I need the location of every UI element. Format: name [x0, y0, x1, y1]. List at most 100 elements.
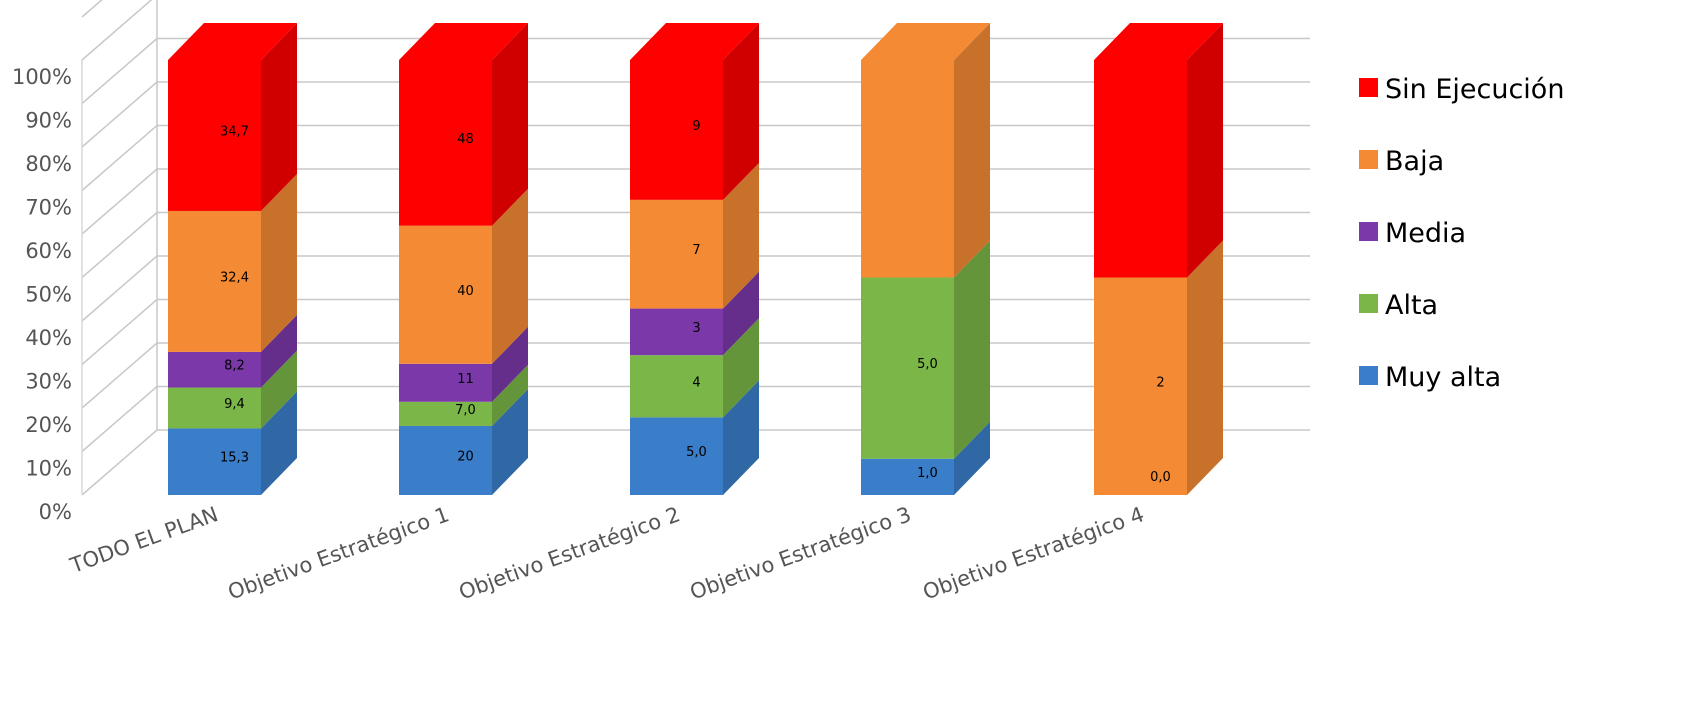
data-label: 34,7: [220, 124, 249, 139]
bar-side-media: [492, 326, 528, 402]
y-tick-label: 50%: [25, 283, 72, 307]
bar-segment-alta: [861, 277, 954, 459]
legend-swatch: [1359, 222, 1378, 241]
data-label: 2: [1156, 375, 1164, 390]
x-tick-label: Objetivo Estratégico 4: [920, 502, 1147, 604]
gridline-depth: [81, 429, 158, 496]
gridline-depth: [81, 342, 158, 409]
y-tick-label: 90%: [25, 109, 72, 133]
bar-side-sin-ejecución: [261, 23, 297, 211]
bar-top: [861, 23, 990, 60]
bar-segment-sin-ejecución: [630, 60, 723, 200]
bar-segment-media: [168, 351, 261, 388]
legend-label: Sin Ejecución: [1385, 74, 1564, 105]
bar-segment-media: [399, 363, 492, 402]
y-tick-label: 20%: [25, 413, 72, 437]
bar-top: [1094, 23, 1223, 60]
bar-top: [399, 23, 528, 60]
bar-segment-baja: [861, 60, 954, 278]
legend-swatch: [1359, 366, 1378, 385]
bar-side-muy-alta: [954, 421, 990, 495]
bar-side-muy-alta: [492, 388, 528, 495]
bar-segment-muy-alta: [168, 428, 261, 495]
y-tick-label: 100%: [12, 65, 72, 89]
bar-side-sin-ejecución: [723, 23, 759, 200]
bar-segment-muy-alta: [861, 458, 954, 495]
bar-side-alta: [723, 318, 759, 418]
data-label: 4: [692, 375, 700, 390]
data-label: 48: [457, 132, 474, 147]
bar-segment-muy-alta: [399, 425, 492, 495]
data-label: 7: [692, 243, 700, 258]
legend-swatch: [1359, 150, 1378, 169]
gridline-depth: [81, 0, 153, 61]
bar-segment-alta: [399, 401, 492, 426]
bar-side-baja: [1187, 240, 1223, 495]
bar-segment-baja: [399, 225, 492, 364]
bar-side-baja: [954, 23, 990, 278]
y-tick-label: 10%: [25, 457, 72, 481]
data-label: 15,3: [220, 451, 249, 466]
legend-label: Baja: [1385, 146, 1444, 177]
gridline-depth: [81, 37, 158, 105]
bar-segment-sin-ejecución: [168, 60, 261, 211]
data-label: 0,0: [1150, 470, 1171, 485]
data-label: 11: [457, 372, 474, 387]
y-tick-label: 30%: [25, 370, 72, 394]
gridline-depth: [81, 81, 158, 148]
legend-swatch: [1359, 294, 1378, 313]
gridline-depth: [81, 124, 158, 192]
data-label: 32,4: [220, 270, 249, 285]
legend-label: Media: [1385, 218, 1466, 249]
bar-top: [630, 23, 759, 60]
legend-swatch: [1359, 78, 1378, 97]
bar-side-sin-ejecución: [492, 23, 528, 226]
bar-side-alta: [954, 240, 990, 459]
data-label: 7,0: [455, 403, 476, 418]
bar-side-alta: [492, 364, 528, 426]
x-tick-label: Objetivo Estratégico 2: [456, 502, 683, 604]
bar-side-sin-ejecución: [1187, 23, 1223, 278]
data-label: 5,0: [686, 445, 707, 460]
legend-label: Alta: [1385, 290, 1438, 321]
bar-segment-media: [630, 308, 723, 356]
bar-side-baja: [492, 188, 528, 364]
x-tick-label: Objetivo Estratégico 1: [225, 502, 452, 604]
bar-segment-muy-alta: [630, 417, 723, 495]
bar-segment-alta: [168, 387, 261, 429]
bar-side-baja: [723, 162, 759, 309]
y-tick-label: 60%: [25, 239, 72, 263]
data-label: 9,4: [224, 397, 245, 412]
bar-segment-baja: [630, 199, 723, 309]
x-tick-label: Objetivo Estratégico 3: [687, 502, 914, 604]
data-label: 9: [692, 119, 700, 134]
bar-side-muy-alta: [723, 380, 759, 495]
data-label: 1,0: [917, 466, 938, 481]
data-label: 8,2: [224, 359, 245, 374]
bar-side-media: [723, 271, 759, 356]
data-label: 40: [457, 284, 474, 299]
bar-segment-alta: [630, 355, 723, 418]
bar-segment-baja: [168, 210, 261, 352]
bar-segment-sin-ejecución: [399, 60, 492, 226]
x-tick-label: TODO EL PLAN: [66, 502, 221, 578]
gridline-depth: [81, 298, 158, 366]
bar-segment-sin-ejecución: [1094, 60, 1187, 278]
gridline-depth: [81, 255, 158, 322]
bar-side-baja: [261, 173, 297, 352]
gridline-depth: [81, 385, 158, 453]
bar-top: [168, 23, 297, 60]
data-label: 20: [457, 449, 474, 464]
bar-side-muy-alta: [261, 391, 297, 495]
gridline-depth: [81, 211, 158, 279]
bar-segment-baja: [1094, 277, 1187, 495]
legend-label: Muy alta: [1385, 362, 1501, 393]
data-label: 3: [692, 321, 700, 336]
gridline-depth: [81, 168, 158, 235]
y-tick-label: 80%: [25, 152, 72, 176]
data-label: 5,0: [917, 357, 938, 372]
bar-side-media: [261, 314, 297, 388]
y-tick-label: 0%: [39, 500, 72, 524]
